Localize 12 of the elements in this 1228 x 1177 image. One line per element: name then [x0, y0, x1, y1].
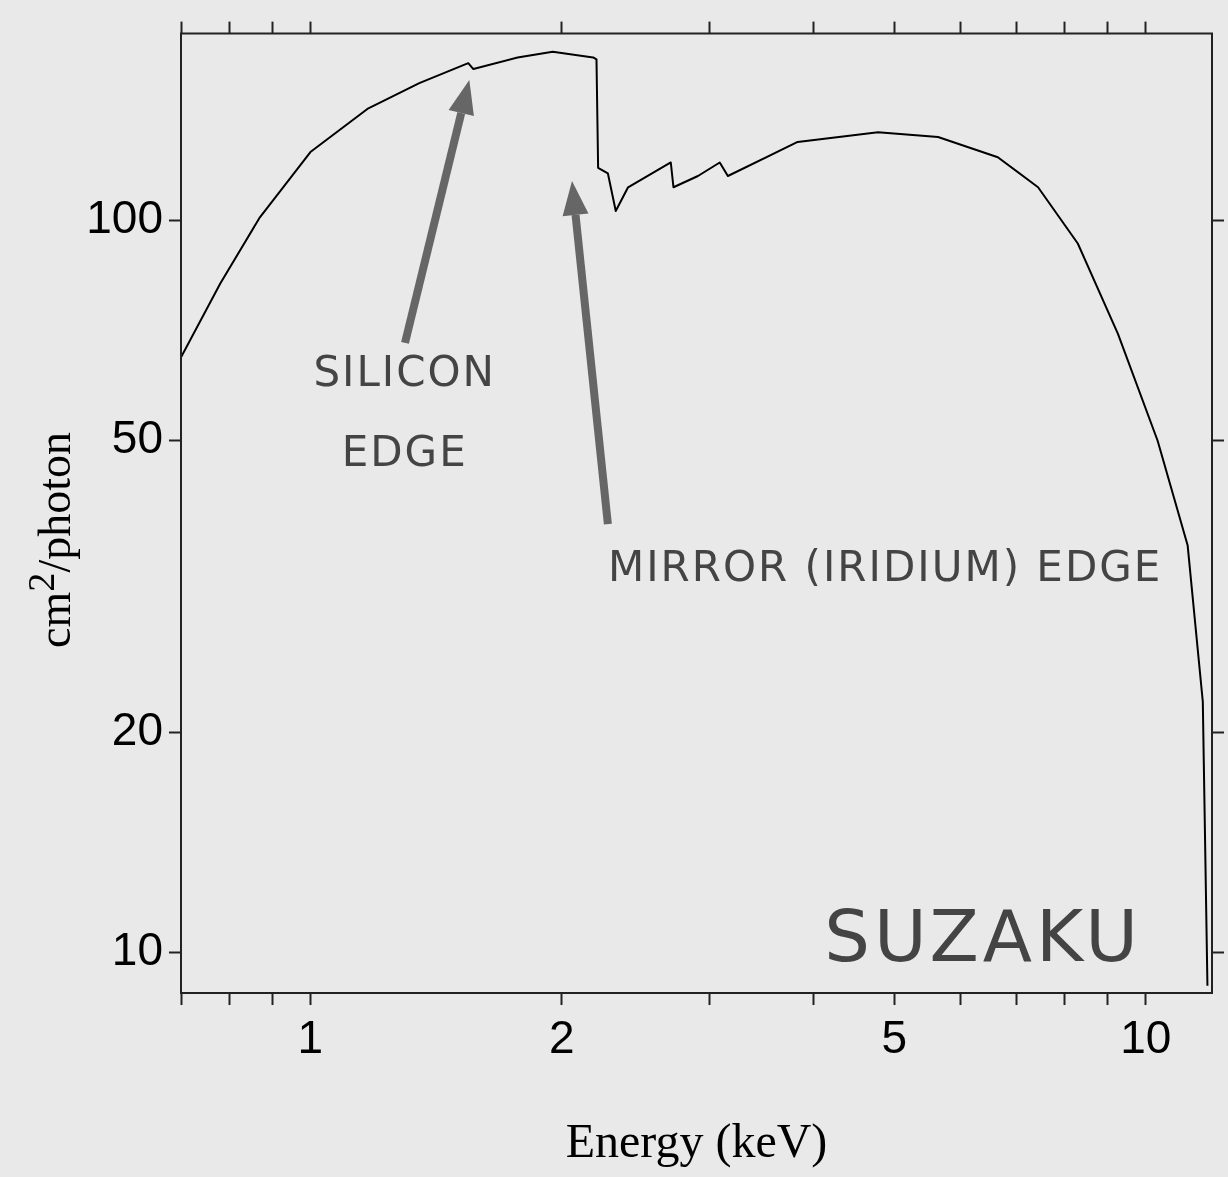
y-tick-label: 20: [111, 702, 163, 755]
annotation: SUZAKU: [824, 894, 1142, 978]
y-tick-label: 100: [86, 191, 163, 244]
y-tick-label: 50: [111, 411, 163, 464]
x-tick-label: 5: [881, 1011, 908, 1064]
annotation: SILICON EDGE: [312, 345, 498, 478]
annotation: MIRROR (IRIDIUM) EDGE: [607, 541, 1164, 594]
x-tick-label: 2: [549, 1011, 575, 1064]
x-tick-label: 10: [1120, 1011, 1172, 1064]
x-axis-title: Energy (keV): [565, 1113, 828, 1168]
y-tick-label: 10: [111, 923, 163, 976]
x-tick-label: 1: [297, 1011, 324, 1064]
